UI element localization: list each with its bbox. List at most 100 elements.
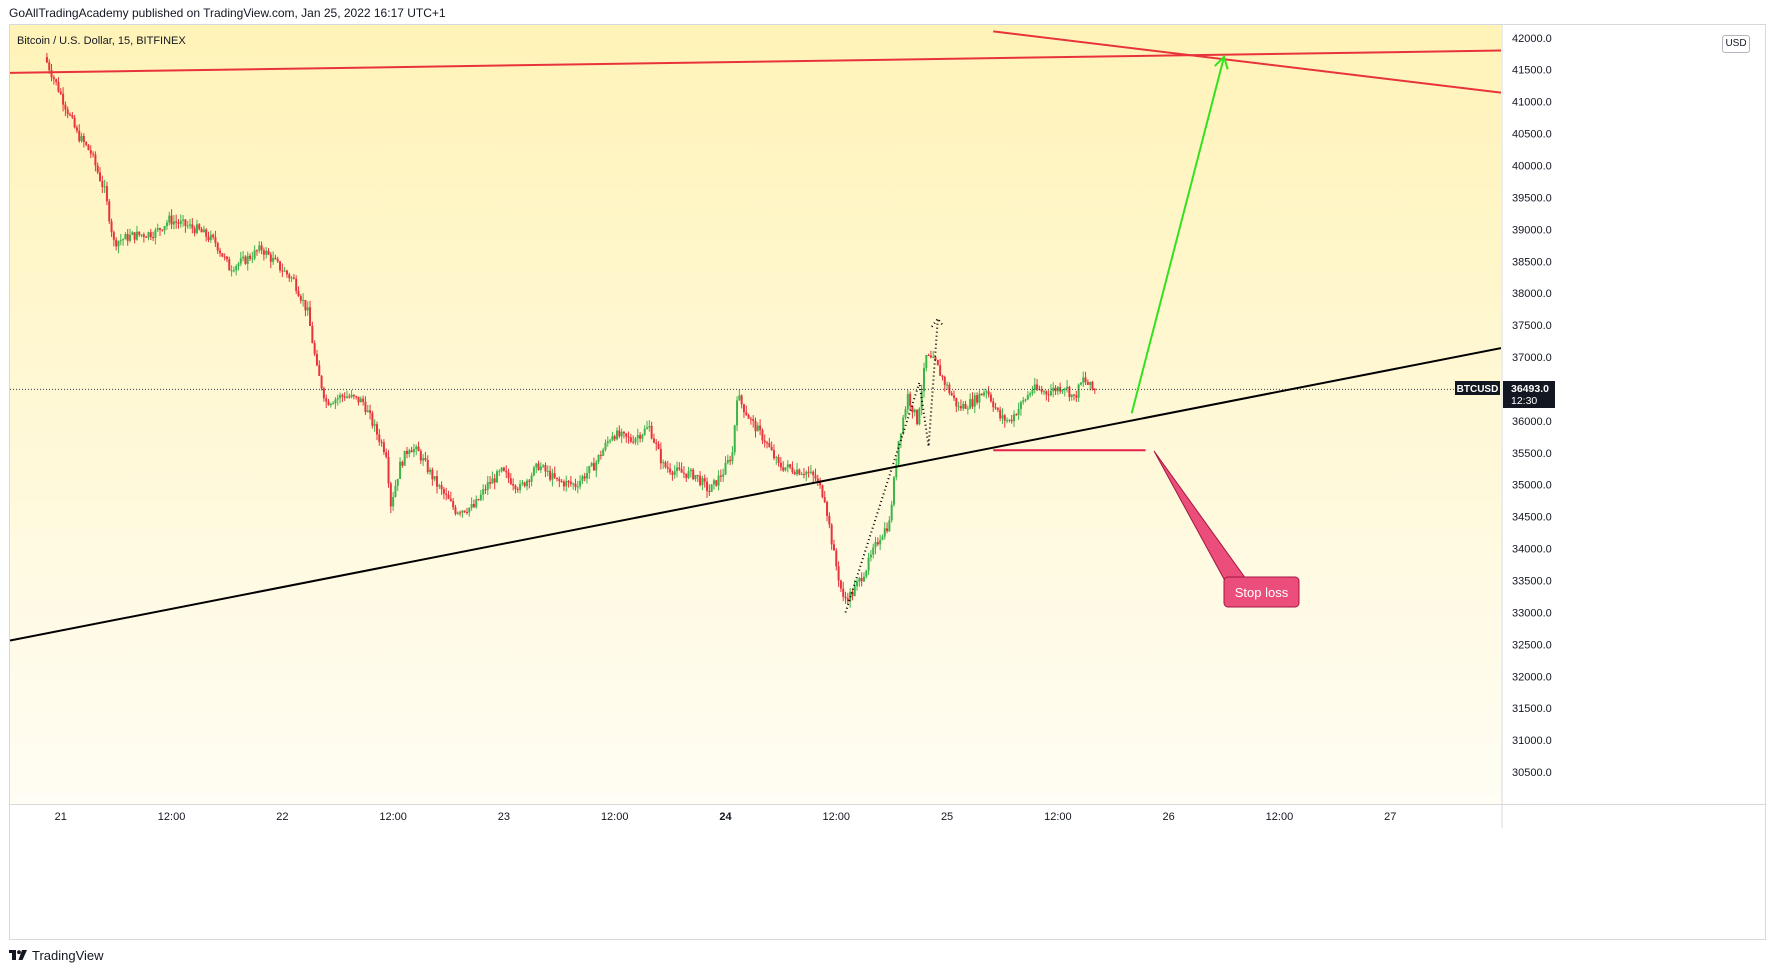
candle-body bbox=[495, 471, 498, 483]
price-tag-countdown: 12:30 bbox=[1511, 395, 1537, 407]
candle-body bbox=[315, 354, 318, 366]
candle-body bbox=[816, 478, 819, 482]
candle-body bbox=[105, 186, 108, 202]
candle-body bbox=[650, 425, 653, 439]
candle-body bbox=[662, 462, 665, 464]
candle-body bbox=[708, 490, 711, 492]
candle-body bbox=[987, 391, 990, 395]
symbol-title[interactable]: Bitcoin / U.S. Dollar, 15, BITFINEX bbox=[17, 35, 186, 47]
candle-body bbox=[724, 462, 727, 475]
candle-body bbox=[396, 478, 399, 486]
candle-body bbox=[71, 115, 74, 118]
candle-body bbox=[590, 463, 593, 466]
candle-body bbox=[759, 425, 762, 431]
candle-body bbox=[348, 396, 351, 398]
x-tick-label: 22 bbox=[276, 811, 288, 823]
candle-body bbox=[957, 406, 960, 408]
candle-body bbox=[1029, 393, 1032, 396]
candle-body bbox=[934, 357, 937, 361]
candle-body bbox=[641, 434, 644, 439]
last-price-tags: BTCUSD 36493.0 12:30 bbox=[1455, 381, 1555, 408]
candle-body bbox=[1068, 386, 1071, 398]
candle-body bbox=[851, 591, 854, 596]
candle-body bbox=[75, 127, 78, 131]
tradingview-logo[interactable]: TradingView bbox=[9, 948, 104, 963]
candle-body bbox=[281, 270, 284, 272]
candle-body bbox=[412, 448, 415, 453]
candle-body bbox=[680, 469, 683, 473]
dotted-arrow-head bbox=[931, 317, 945, 328]
candle-body bbox=[929, 355, 932, 358]
candle-body bbox=[491, 478, 494, 484]
candle-body bbox=[99, 172, 102, 181]
candle-body bbox=[1075, 395, 1078, 398]
candle-body bbox=[311, 325, 314, 344]
candle-body bbox=[1052, 387, 1055, 392]
candle-body bbox=[913, 409, 916, 413]
y-tick-label: 37000.0 bbox=[1512, 352, 1552, 364]
candle-body bbox=[96, 165, 99, 173]
x-tick-label: 12:00 bbox=[601, 811, 629, 823]
candle-body bbox=[272, 257, 275, 262]
candle-body bbox=[796, 469, 799, 475]
candle-body bbox=[295, 278, 298, 291]
candle-body bbox=[565, 481, 568, 487]
stop-loss-callout[interactable]: Stop loss bbox=[1153, 450, 1300, 608]
candle-body bbox=[94, 154, 97, 166]
candle-body bbox=[562, 481, 565, 487]
candle-body bbox=[978, 393, 981, 403]
candle-body bbox=[244, 256, 247, 264]
candle-body bbox=[343, 396, 346, 398]
candle-body bbox=[1073, 394, 1076, 396]
candle-body bbox=[853, 586, 856, 596]
candle-body bbox=[209, 234, 212, 241]
candle-body bbox=[304, 299, 307, 311]
candle-body bbox=[274, 257, 277, 260]
candle-body bbox=[509, 478, 512, 485]
candle-body bbox=[472, 504, 475, 508]
candle-body bbox=[459, 512, 462, 514]
candle-body bbox=[156, 228, 159, 231]
support-trendline bbox=[10, 347, 1501, 642]
candle-body bbox=[498, 471, 501, 473]
candle-body bbox=[902, 417, 905, 434]
x-tick-label: 12:00 bbox=[158, 811, 186, 823]
candle-body bbox=[530, 475, 533, 482]
x-tick-label: 26 bbox=[1163, 811, 1175, 823]
candle-body bbox=[558, 478, 561, 482]
candle-body bbox=[1026, 395, 1029, 400]
candle-body bbox=[175, 221, 178, 223]
y-tick-label: 33000.0 bbox=[1512, 607, 1552, 619]
candle-body bbox=[809, 471, 812, 473]
candle-body bbox=[521, 482, 524, 484]
candle-body bbox=[625, 433, 628, 437]
candle-body bbox=[449, 498, 452, 501]
candle-body bbox=[678, 467, 681, 470]
candle-body bbox=[283, 270, 286, 272]
candle-body bbox=[152, 237, 155, 239]
candle-body bbox=[733, 425, 736, 453]
candle-body bbox=[544, 465, 547, 472]
candle-body bbox=[454, 507, 457, 514]
candle-body bbox=[807, 471, 810, 473]
candle-body bbox=[966, 408, 969, 410]
candle-body bbox=[371, 412, 374, 426]
candle-body bbox=[440, 485, 443, 490]
projection-arrow-line bbox=[1130, 56, 1226, 414]
candle-body bbox=[369, 410, 372, 413]
candle-body bbox=[279, 261, 282, 271]
candle-body bbox=[696, 475, 699, 477]
candle-body bbox=[687, 471, 690, 478]
candle-body bbox=[456, 512, 459, 514]
currency-badge[interactable]: USD bbox=[1722, 35, 1750, 53]
candle-body bbox=[858, 578, 861, 582]
candle-body bbox=[267, 250, 270, 255]
candle-body bbox=[165, 222, 168, 227]
candle-body bbox=[405, 450, 408, 455]
candle-body bbox=[685, 473, 688, 478]
candle-body bbox=[424, 458, 427, 461]
candle-body bbox=[846, 598, 849, 602]
candle-body bbox=[821, 485, 824, 498]
symbol-tag-text: BTCUSD bbox=[1457, 384, 1499, 395]
